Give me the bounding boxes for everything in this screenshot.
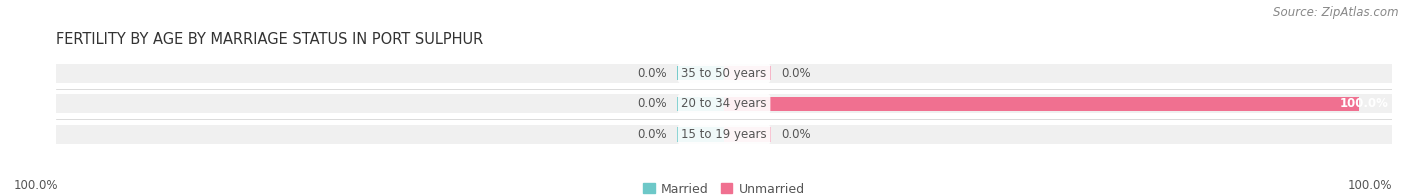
Text: 0.0%: 0.0% [780, 128, 810, 141]
Bar [724, 127, 770, 142]
Text: 0.0%: 0.0% [638, 128, 668, 141]
Text: 0.0%: 0.0% [638, 67, 668, 80]
Text: 0.0%: 0.0% [638, 97, 668, 110]
Bar [678, 97, 724, 111]
Legend: Married, Unmarried: Married, Unmarried [638, 178, 810, 196]
Text: 15 to 19 years: 15 to 19 years [682, 128, 766, 141]
Bar [56, 64, 1392, 83]
Bar [56, 125, 1392, 144]
Text: 0.0%: 0.0% [780, 67, 810, 80]
Bar [678, 66, 724, 80]
Bar [724, 97, 1358, 111]
Text: 100.0%: 100.0% [1347, 179, 1392, 192]
Text: 100.0%: 100.0% [14, 179, 59, 192]
Text: Source: ZipAtlas.com: Source: ZipAtlas.com [1274, 6, 1399, 19]
Text: FERTILITY BY AGE BY MARRIAGE STATUS IN PORT SULPHUR: FERTILITY BY AGE BY MARRIAGE STATUS IN P… [56, 32, 484, 47]
Bar [56, 94, 1392, 113]
Text: 35 to 50 years: 35 to 50 years [682, 67, 766, 80]
Text: 100.0%: 100.0% [1340, 97, 1389, 110]
Bar [724, 66, 770, 80]
Text: 20 to 34 years: 20 to 34 years [682, 97, 766, 110]
Bar [678, 127, 724, 142]
